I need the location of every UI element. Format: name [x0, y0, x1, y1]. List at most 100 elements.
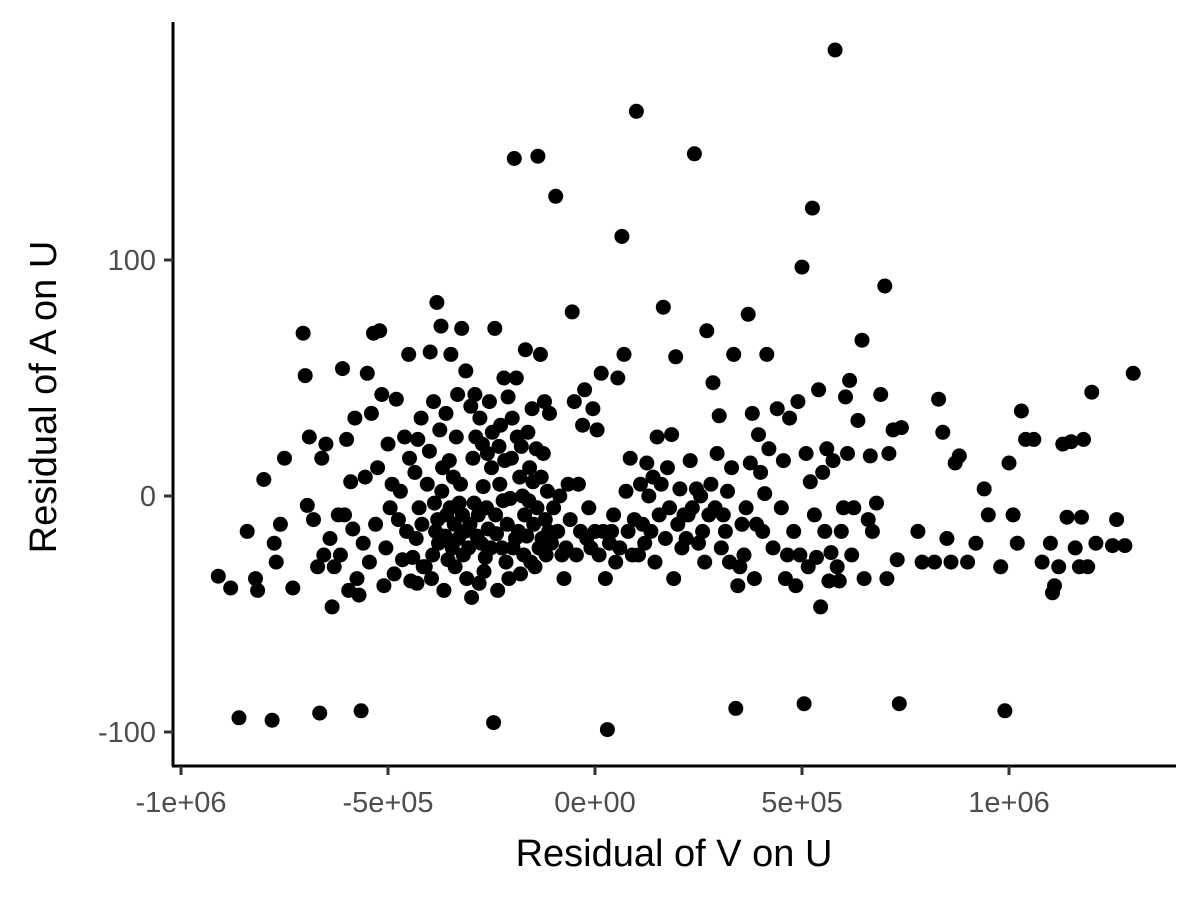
data-point [835, 500, 851, 516]
data-point [380, 436, 396, 452]
data-point [436, 582, 452, 598]
data-point [332, 547, 348, 563]
data-point [433, 318, 449, 334]
data-point [486, 715, 502, 731]
data-point [684, 500, 700, 516]
data-point [401, 346, 417, 362]
data-point [608, 554, 624, 570]
data-point [520, 424, 536, 440]
data-point [713, 540, 729, 556]
data-point [593, 365, 609, 381]
data-point [879, 571, 895, 587]
data-point [1013, 403, 1029, 419]
data-point [703, 476, 719, 492]
data-point [633, 476, 648, 492]
data-point [310, 559, 326, 575]
data-point [844, 547, 860, 563]
data-point [368, 516, 384, 532]
data-point [458, 363, 474, 379]
data-point [374, 387, 390, 402]
data-point [465, 450, 481, 466]
data-point [643, 523, 659, 539]
data-point [744, 405, 760, 421]
data-point [610, 370, 626, 386]
data-point [484, 460, 499, 476]
data-point [693, 488, 709, 504]
data-point [794, 259, 810, 275]
data-point [599, 722, 615, 738]
data-point [448, 429, 464, 445]
data-point [753, 464, 769, 480]
data-point [734, 516, 750, 532]
data-point [481, 394, 497, 410]
data-point [755, 523, 771, 539]
data-point [806, 507, 822, 523]
data-point [1001, 455, 1017, 471]
x-tick-label: -1e+06 [135, 787, 226, 819]
data-point [1088, 535, 1104, 551]
data-point [604, 523, 620, 539]
data-point [1109, 512, 1125, 528]
data-point [931, 391, 947, 407]
data-point [417, 559, 433, 575]
data-point [475, 479, 491, 495]
data-point [519, 528, 535, 544]
data-point [705, 375, 721, 391]
data-point [686, 146, 702, 162]
data-point [1084, 384, 1100, 400]
data-point [850, 413, 866, 428]
data-point [402, 450, 417, 466]
data-point [239, 523, 255, 539]
data-point [591, 547, 607, 563]
data-point [976, 481, 992, 497]
data-point [742, 455, 758, 471]
data-point [620, 523, 636, 539]
data-point [910, 523, 926, 539]
data-point [829, 559, 845, 575]
data-point [637, 535, 653, 551]
data-point [817, 523, 833, 539]
data-point [612, 540, 628, 556]
data-point [429, 295, 445, 310]
data-point [804, 200, 820, 216]
data-point [345, 521, 361, 537]
data-point [467, 387, 483, 402]
data-point [548, 188, 564, 204]
data-point [782, 410, 798, 426]
data-point [614, 228, 630, 244]
data-point [544, 535, 559, 551]
data-point [757, 486, 773, 502]
data-point [501, 571, 517, 587]
data-point [512, 469, 528, 485]
data-point [337, 507, 352, 523]
data-point [564, 304, 580, 320]
data-point [891, 696, 907, 712]
data-point [655, 299, 671, 315]
data-point [691, 535, 706, 551]
data-point [453, 476, 468, 492]
data-point [355, 535, 371, 551]
data-point [353, 703, 369, 719]
data-point [437, 528, 453, 544]
data-point [266, 535, 282, 551]
data-point [441, 453, 457, 469]
data-point [488, 507, 504, 523]
data-point [678, 531, 694, 546]
data-point [277, 450, 292, 466]
data-point [968, 535, 984, 551]
data-point [326, 559, 342, 575]
data-point [1042, 535, 1058, 551]
data-point [299, 497, 315, 513]
data-point [631, 547, 646, 563]
data-point [566, 394, 582, 410]
data-point [597, 571, 613, 587]
data-point [726, 346, 742, 362]
data-point [639, 455, 655, 471]
data-point [860, 512, 876, 528]
data-point [503, 450, 519, 466]
data-point [513, 566, 528, 582]
data-point [496, 370, 512, 386]
data-point [889, 552, 905, 568]
data-point [717, 523, 733, 539]
data-point [616, 346, 632, 362]
